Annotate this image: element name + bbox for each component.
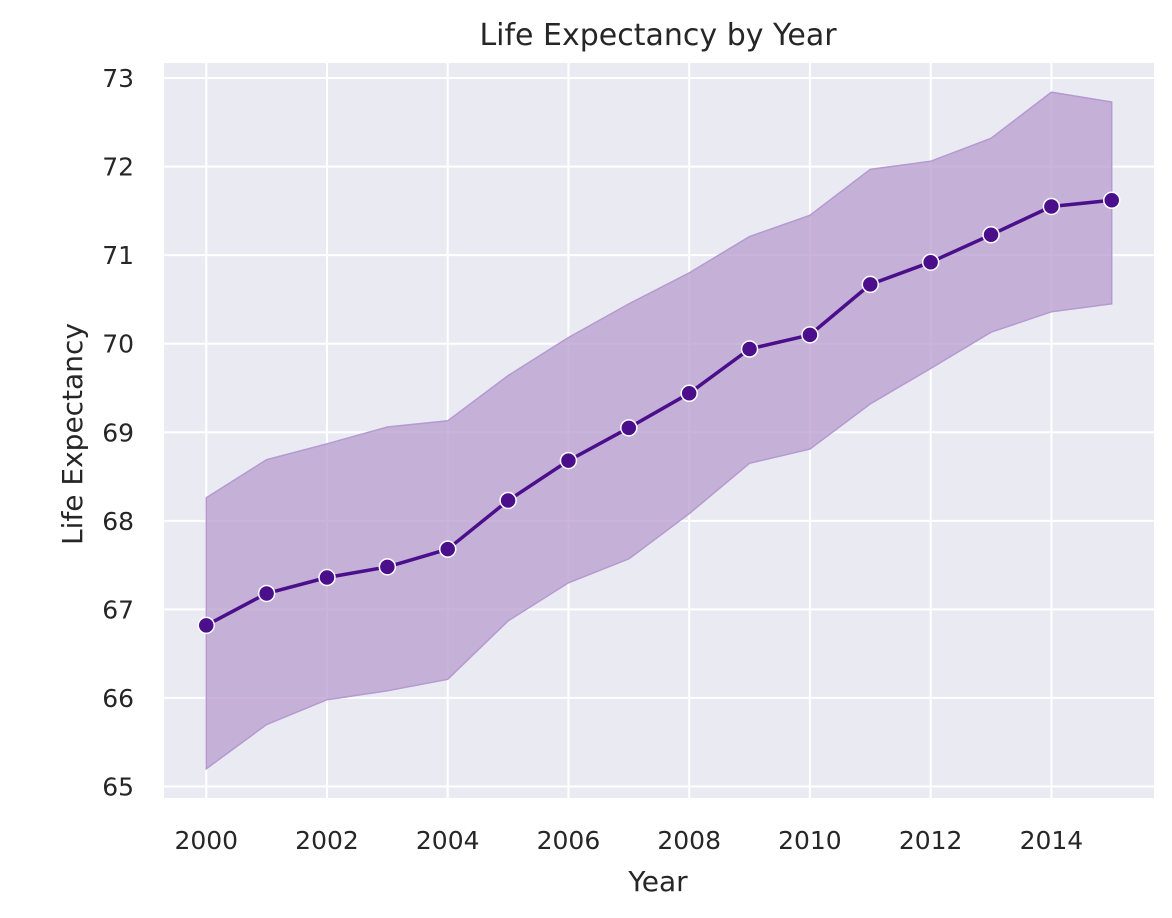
y-tick-label: 72 [102,153,134,182]
x-tick-label: 2002 [295,826,359,855]
data-point [378,558,397,576]
x-tick-labels: 2000 2002 2004 2006 2008 2010 2012 2014 [174,826,1083,855]
y-axis-label: Life Expectancy [56,323,89,545]
y-tick-label: 70 [102,330,134,359]
data-point [1102,191,1121,210]
y-tick-label: 71 [102,241,134,270]
x-tick-label: 2008 [657,826,721,855]
data-point [257,584,276,603]
data-point [921,253,940,271]
x-axis-label: Year [627,865,688,898]
data-point [499,491,517,510]
x-tick-label: 2014 [1020,826,1084,855]
y-tick-label: 66 [102,684,134,713]
y-tick-labels: 65 66 67 68 69 70 71 72 73 [102,64,134,801]
data-points [197,191,1121,635]
x-tick-label: 2000 [174,826,238,855]
data-point [982,226,1000,244]
x-tick-label: 2004 [416,826,480,855]
y-tick-label: 69 [102,418,134,447]
y-tick-label: 73 [102,64,134,93]
data-point [801,326,819,344]
confidence-band [205,91,1113,771]
data-point [438,540,457,558]
series-line [205,198,1112,627]
y-tick-label: 67 [102,595,134,624]
x-tick-label: 2012 [899,826,963,855]
data-point [620,419,638,437]
chart-title: Life Expectancy by Year [479,18,837,53]
data-point [861,275,880,294]
y-tick-label: 65 [102,772,134,801]
data-point [1042,197,1061,216]
data-point [197,616,216,635]
x-tick-label: 2006 [537,826,601,855]
y-tick-label: 68 [102,507,134,536]
data-point [318,568,336,587]
data-point [680,384,698,403]
x-tick-label: 2010 [778,826,842,855]
data-point [559,451,578,470]
data-point [740,340,759,358]
